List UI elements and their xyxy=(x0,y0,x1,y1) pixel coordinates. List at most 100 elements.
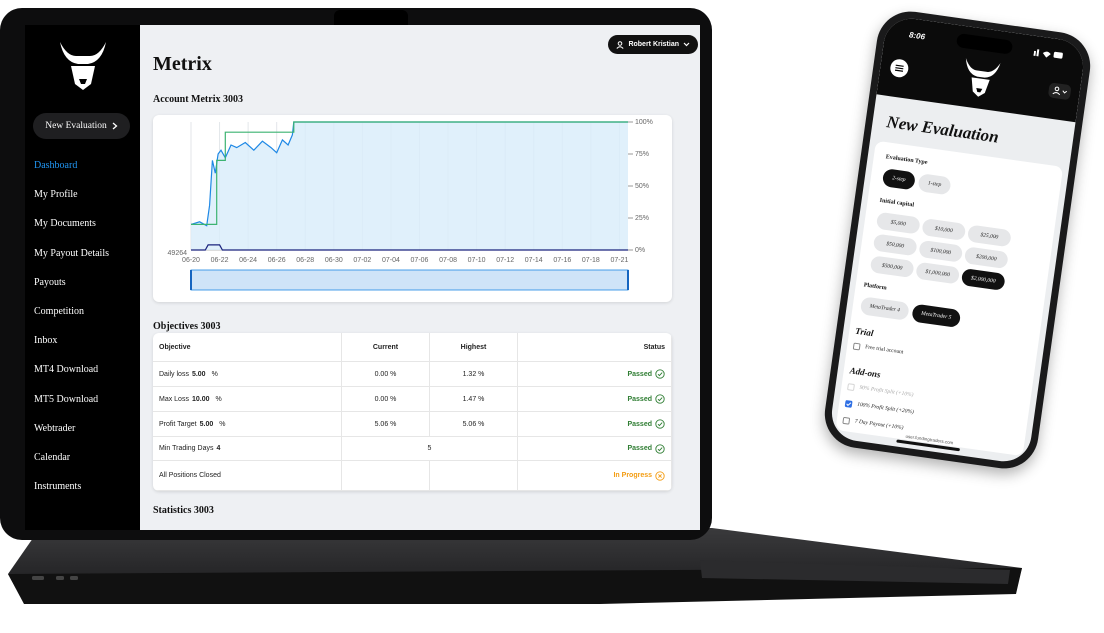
current-cell xyxy=(342,461,430,491)
section-heading: Trial xyxy=(854,325,875,339)
y-tick-label: 25% xyxy=(635,215,649,222)
x-tick-label: 06-26 xyxy=(268,257,286,264)
current-cell: 5.06 % xyxy=(342,412,430,437)
option-pill[interactable]: 1-step xyxy=(917,173,952,196)
y-tick-label: 50% xyxy=(635,183,649,190)
x-tick-label: 07-04 xyxy=(382,257,400,264)
nav-item[interactable]: Webtrader xyxy=(34,422,76,434)
option-pill[interactable]: $500,000 xyxy=(869,255,915,279)
area xyxy=(191,122,628,250)
icon-glyph xyxy=(657,397,663,402)
section-title: Objectives 3003 xyxy=(153,321,221,332)
option-pill[interactable]: $100,000 xyxy=(918,239,964,263)
line xyxy=(191,121,628,225)
header-cell: Status xyxy=(518,333,672,362)
option-pill[interactable]: $1,000,000 xyxy=(915,261,961,285)
check-icon xyxy=(846,402,852,407)
option-pill[interactable]: 2-step xyxy=(881,168,916,191)
status-icon xyxy=(655,394,665,404)
option-pill[interactable]: MetaTrader 4 xyxy=(859,296,910,321)
status-cell: In Progress xyxy=(518,461,672,491)
x-tick-label: 06-22 xyxy=(211,257,229,264)
status-time: 8:06 xyxy=(908,30,926,42)
nav-menu: Dashboard My Profile My Documents My Payout… xyxy=(25,160,140,520)
option-pill[interactable]: $200,000 xyxy=(963,246,1009,270)
objective-name: All Positions Closed xyxy=(159,472,221,479)
objective-limit: 5.00 xyxy=(191,370,206,378)
line xyxy=(190,121,628,227)
range-slider[interactable] xyxy=(190,269,629,291)
status-text: Passed xyxy=(627,445,652,452)
objective-name: Profit Target xyxy=(159,420,197,428)
option-pill[interactable]: $10,000 xyxy=(921,218,967,241)
option-pill[interactable]: $5,000 xyxy=(875,211,921,235)
user-name: Robert Kristian xyxy=(628,41,679,48)
section-title: Account Metrix 3003 xyxy=(153,94,243,105)
highest-cell: 5.06 % xyxy=(430,412,518,437)
status-text: Passed xyxy=(627,420,652,428)
nav-item[interactable]: Inbox xyxy=(34,335,58,347)
checkbox[interactable] xyxy=(844,399,853,408)
user-menu[interactable]: Robert Kristian xyxy=(608,35,698,54)
icon-glyph xyxy=(657,372,663,377)
objective-cell: Profit Target 5.00% xyxy=(153,412,342,437)
nav-item[interactable]: Payouts xyxy=(34,276,66,288)
profile-button[interactable] xyxy=(1047,82,1072,101)
slider-handle[interactable] xyxy=(627,270,629,290)
dynamic-island xyxy=(955,33,1014,55)
nav-item[interactable]: Instruments xyxy=(34,481,82,493)
nav-item[interactable]: MT5 Download xyxy=(34,393,99,405)
option-pill[interactable]: $2,000,000 xyxy=(960,268,1006,291)
nav-item[interactable]: My Documents xyxy=(34,218,96,230)
objective-name: Min Trading Days xyxy=(159,445,214,452)
menu-button[interactable] xyxy=(889,58,910,79)
objective-name: Daily loss xyxy=(159,370,189,378)
objective-name: Max Loss xyxy=(159,395,189,403)
nav-item[interactable]: Calendar xyxy=(34,452,71,463)
chart: 06-20 06-22 06-24 06-26 06-28 06-30 07-02 07-04… xyxy=(168,119,653,291)
option-text: 100% Profit Split (+20%) xyxy=(856,401,915,416)
slider-handle[interactable] xyxy=(190,270,192,290)
option-pill[interactable]: MetaTrader 5 xyxy=(911,303,962,329)
objective-limit: 5.00 xyxy=(199,420,214,428)
status-cell: Passed xyxy=(518,437,672,461)
checkbox[interactable] xyxy=(847,383,855,392)
highest-cell: 1.47 % xyxy=(430,387,518,412)
trackpad xyxy=(700,560,1010,584)
current-cell: 0.00 % xyxy=(342,387,430,412)
phone-screen: 8:06 New Evaluation Evaluation Type 2-ste… xyxy=(828,15,1087,465)
objective-limit: 4 xyxy=(216,445,221,452)
icon-circle xyxy=(655,419,665,429)
x-tick-label: 07-18 xyxy=(582,257,600,264)
x-tick-label: 07-12 xyxy=(496,257,514,264)
x-tick-label: 07-10 xyxy=(468,257,486,264)
checkbox[interactable] xyxy=(852,342,861,351)
y-tick-label: 75% xyxy=(635,151,649,158)
check-glyph xyxy=(846,402,852,407)
objectives-table: Objective Current Highest Status Daily loss 5… xyxy=(153,333,672,491)
status-text: Passed xyxy=(627,370,652,378)
nav-item[interactable]: Dashboard xyxy=(34,160,78,171)
phone-header: 8:06 xyxy=(876,15,1087,123)
status-icon xyxy=(655,443,665,454)
status-cell: Passed xyxy=(518,412,672,437)
status-icon xyxy=(655,369,665,379)
nav-item[interactable]: My Profile xyxy=(34,189,78,201)
icon-circle xyxy=(655,394,665,404)
nav-item[interactable]: MT4 Download xyxy=(34,364,99,376)
x-tick-label: 07-14 xyxy=(525,257,543,264)
checkbox[interactable] xyxy=(842,416,851,425)
menu-icon xyxy=(894,64,904,72)
new-evaluation-button[interactable]: New Evaluation xyxy=(33,113,130,139)
header-cell: Current xyxy=(342,333,430,362)
option-pill[interactable]: $50,000 xyxy=(872,233,918,257)
nav-item[interactable]: Competition xyxy=(34,306,84,317)
button-label: New Evaluation xyxy=(45,121,107,131)
main-content: Robert Kristian Metrix Account Metrix 30… xyxy=(140,25,700,530)
option-pill[interactable]: $25,000 xyxy=(966,224,1012,248)
nav-item[interactable]: My Payout Details xyxy=(34,247,109,259)
objective-cell: Min Trading Days 4 xyxy=(153,437,342,461)
current-cell: 0.00 % xyxy=(342,362,430,387)
x-tick-label: 06-24 xyxy=(239,257,257,264)
